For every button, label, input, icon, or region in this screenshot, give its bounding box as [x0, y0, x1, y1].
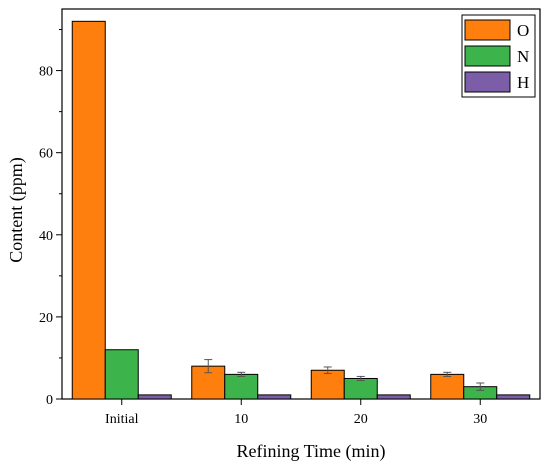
legend-swatch-h	[464, 71, 511, 93]
error-bar-o-30	[443, 371, 452, 377]
x-axis: Initial 10 20 30	[105, 399, 487, 427]
bar-h-initial	[137, 394, 172, 400]
bar-o-30	[430, 373, 465, 400]
bar-h-20	[376, 394, 411, 400]
bar-n-initial	[104, 349, 139, 400]
legend: ONH	[461, 14, 536, 98]
bars-group	[71, 20, 531, 400]
error-bar-n-10	[237, 371, 246, 377]
legend-swatch-o	[464, 19, 511, 41]
y-tick-label: 20	[39, 311, 53, 326]
y-tick-label: 60	[39, 147, 53, 162]
bar-o-20	[310, 369, 345, 400]
error-bar-o-10	[204, 359, 213, 374]
x-tick-label: 30	[473, 412, 487, 427]
plot-frame	[61, 8, 541, 400]
bar-o-initial	[71, 20, 106, 400]
error-bar-n-20	[356, 375, 365, 382]
x-tick-label: 10	[234, 412, 248, 427]
x-tick-label: 20	[354, 412, 368, 427]
x-axis-title: Refining Time (min)	[236, 441, 385, 462]
bar-n-20	[343, 377, 378, 400]
y-axis-title: Content (ppm)	[6, 157, 27, 263]
plot-border	[61, 8, 541, 400]
y-axis: 0 20 40 60 80	[39, 29, 62, 408]
bar-h-30	[496, 394, 531, 400]
bar-n-10	[224, 373, 259, 400]
y-tick-label: 40	[39, 229, 53, 244]
error-bar-o-20	[323, 366, 332, 375]
error-bars-group	[204, 359, 485, 391]
legend-swatch-n	[464, 45, 511, 67]
legend-label-h: H	[517, 73, 529, 92]
y-tick-label: 0	[46, 393, 53, 408]
error-bar-n-30	[476, 382, 485, 391]
legend-label-n: N	[517, 47, 529, 66]
legend-label-o: O	[517, 21, 529, 40]
x-tick-label: Initial	[105, 412, 139, 427]
y-tick-label: 80	[39, 65, 53, 80]
bar-h-10	[257, 394, 292, 400]
